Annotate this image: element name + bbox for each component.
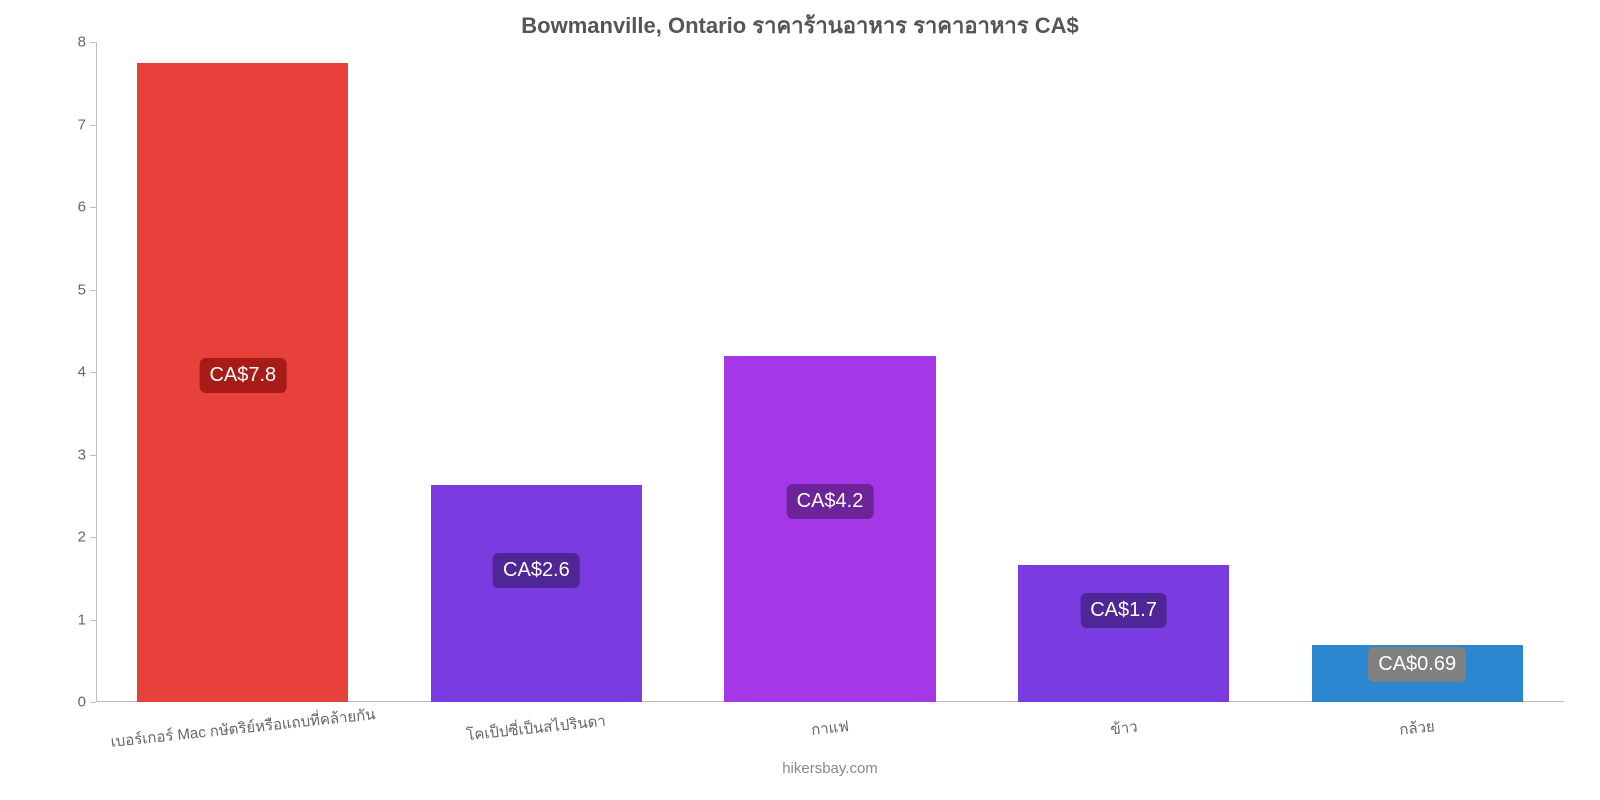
x-category-label: ข้าว [1109,715,1138,742]
y-tick-label: 3 [78,446,96,463]
bar [724,356,935,703]
y-tick-label: 5 [78,281,96,298]
y-tick-label: 0 [78,694,96,711]
y-tick-label: 4 [78,364,96,381]
chart-credit: hikersbay.com [782,760,878,777]
x-category-label: กาแฟ [810,714,850,742]
y-axis-line [96,42,97,702]
x-category-label: เบอร์เกอร์ Mac กษัตริย์หรือแถบที่คล้ายกั… [109,702,376,754]
bar [1018,565,1229,702]
bar [431,485,642,702]
x-category-label: กล้วย [1398,714,1436,742]
bar-value-label: CA$4.2 [787,484,874,519]
y-tick-label: 7 [78,116,96,133]
bar-value-label: CA$7.8 [199,358,286,393]
bar-value-label: CA$2.6 [493,553,580,588]
price-bar-chart: Bowmanville, Ontario ราคาร้านอาหาร ราคาอ… [0,0,1600,800]
bar-value-label: CA$1.7 [1080,593,1167,628]
chart-title: Bowmanville, Ontario ราคาร้านอาหาร ราคาอ… [0,8,1600,43]
y-tick-label: 6 [78,199,96,216]
bar-value-label: CA$0.69 [1368,647,1466,682]
y-tick-label: 2 [78,529,96,546]
y-tick-label: 8 [78,34,96,51]
plot-area: 012345678CA$7.8เบอร์เกอร์ Mac กษัตริย์หร… [96,42,1564,702]
x-category-label: โคเป็ปซี่เป็นสไปรินดา [465,709,607,748]
y-tick-label: 1 [78,611,96,628]
